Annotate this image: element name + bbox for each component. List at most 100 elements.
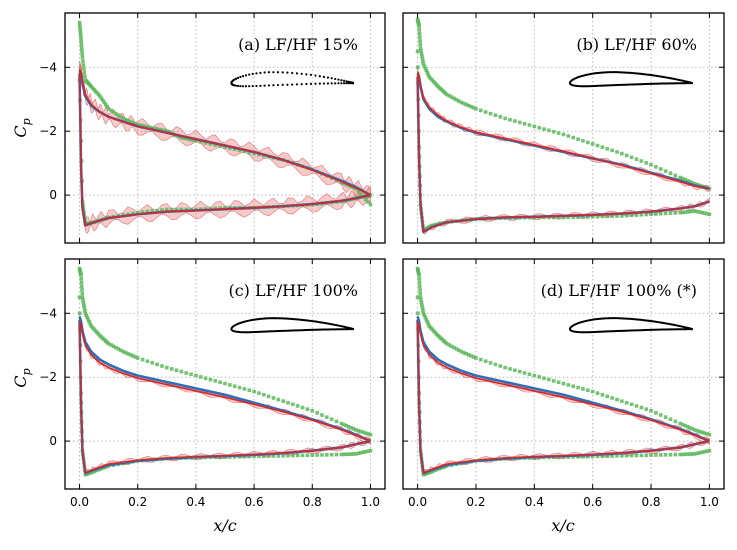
- green-point-upper-54: [503, 116, 507, 121]
- green-point-upper-76: [271, 396, 276, 400]
- panel-title: (d) LF/HF 100% (*): [541, 281, 697, 300]
- red-band-upper: [417, 69, 710, 192]
- green-point-upper-113: [366, 200, 370, 204]
- green-point-lower-37: [169, 207, 174, 212]
- green-point-lower-58: [242, 454, 247, 459]
- airfoil-dot-26: [318, 75, 321, 78]
- green-point-upper-47: [133, 355, 138, 359]
- green-point-lower-86: [697, 210, 702, 214]
- plot-area: [65, 259, 385, 489]
- axes-frame: [402, 12, 725, 244]
- green-point-lower-78: [339, 452, 344, 457]
- green-point-upper-79: [228, 146, 232, 151]
- green-point-upper-46: [469, 354, 473, 358]
- green-point-lower-64: [271, 454, 276, 458]
- panel-title: (b) LF/HF 60%: [576, 35, 697, 54]
- green-point-upper-7: [417, 276, 422, 281]
- green-point-lower-79: [680, 452, 685, 457]
- green-point-lower-73: [315, 453, 319, 457]
- green-point-upper-7: [79, 39, 84, 44]
- airfoil-dot-17: [276, 71, 280, 74]
- green-point-upper-37: [109, 108, 113, 113]
- green-point-upper-22: [425, 320, 430, 324]
- green-point-lower-84: [354, 452, 358, 456]
- x-axis-label-left: x/c: [213, 516, 236, 535]
- green-point-upper-65: [556, 380, 561, 385]
- green-point-lower-60: [590, 454, 595, 459]
- green-point-upper-38: [449, 95, 454, 99]
- green-point-upper-53: [148, 125, 152, 130]
- green-point-lower-84: [693, 452, 697, 456]
- green-point-lower-88: [702, 211, 707, 215]
- green-point-upper-92: [683, 177, 687, 182]
- green-point-upper-76: [610, 148, 614, 153]
- green-point-upper-57: [517, 369, 522, 374]
- green-point-upper-75: [605, 146, 610, 151]
- green-point-lower-58: [581, 215, 585, 219]
- green-point-upper-20: [423, 66, 428, 71]
- green-point-lower-32: [145, 209, 150, 214]
- green-point-upper-95: [351, 427, 356, 431]
- green-point-upper-47: [471, 105, 476, 110]
- airfoil-dot-24: [309, 73, 313, 77]
- green-point-upper-70: [581, 387, 585, 391]
- red-line-upper: [416, 71, 710, 190]
- green-point-lower-68: [629, 453, 634, 458]
- green-point-upper-17: [83, 308, 87, 313]
- green-point-upper-18: [421, 62, 426, 66]
- airfoil-dot-48: [342, 82, 346, 85]
- green-point-upper-61: [198, 375, 203, 379]
- green-point-upper-80: [291, 402, 295, 407]
- green-point-upper-34: [103, 102, 108, 107]
- airfoil-dot-25: [314, 74, 317, 77]
- airfoil-dot-34: [345, 80, 348, 83]
- green-point-upper-90: [678, 421, 683, 426]
- green-point-upper-11: [80, 52, 85, 57]
- green-point-upper-91: [341, 422, 346, 427]
- green-point-lower-86: [697, 450, 702, 455]
- green-point-upper-75: [208, 142, 213, 146]
- green-point-upper-8: [417, 31, 422, 36]
- red-line-upper: [78, 320, 371, 442]
- x-tick-label-3: 0.6: [245, 495, 264, 509]
- green-point-upper-73: [595, 391, 600, 395]
- airfoil-dot-5: [234, 77, 238, 80]
- green-point-upper-20: [85, 315, 90, 320]
- green-point-lower-71: [644, 453, 648, 458]
- green-point-upper-19: [84, 313, 89, 318]
- green-point-lower-36: [165, 207, 169, 212]
- green-point-upper-11: [80, 291, 85, 296]
- green-point-upper-63: [547, 377, 551, 382]
- green-point-lower-89: [705, 211, 709, 216]
- airfoil-dot-45: [348, 82, 352, 85]
- airfoil-dot-32: [340, 79, 343, 82]
- green-point-upper-1: [77, 23, 82, 28]
- green-point-upper-56: [155, 127, 159, 131]
- green-point-lower-64: [610, 214, 614, 218]
- green-point-lower-83: [351, 452, 356, 456]
- green-point-upper-75: [605, 394, 610, 399]
- airfoil-dot-62: [286, 83, 289, 86]
- green-point-upper-98: [697, 429, 702, 434]
- green-point-lower-35: [160, 208, 164, 212]
- green-point-lower-31: [140, 210, 145, 214]
- green-point-upper-49: [140, 357, 145, 362]
- green-point-upper-35: [105, 104, 109, 109]
- green-point-upper-112: [363, 197, 368, 202]
- green-point-upper-19: [422, 313, 427, 318]
- green-point-lower-1: [416, 65, 420, 70]
- green-point-upper-74: [600, 392, 605, 397]
- green-point-upper-0: [77, 20, 82, 25]
- green-point-lower-85: [695, 209, 700, 214]
- panel-title: (c) LF/HF 100%: [228, 281, 358, 300]
- green-point-lower-76: [329, 452, 334, 457]
- green-point-upper-48: [474, 356, 478, 360]
- green-point-upper-71: [586, 388, 590, 393]
- airfoil-dot-58: [305, 82, 308, 86]
- green-point-upper-51: [150, 361, 155, 365]
- green-point-upper-18: [83, 311, 88, 316]
- green-point-upper-59: [527, 372, 532, 377]
- green-point-upper-68: [184, 136, 189, 141]
- green-point-upper-21: [424, 68, 429, 73]
- green-point-upper-87: [325, 415, 329, 419]
